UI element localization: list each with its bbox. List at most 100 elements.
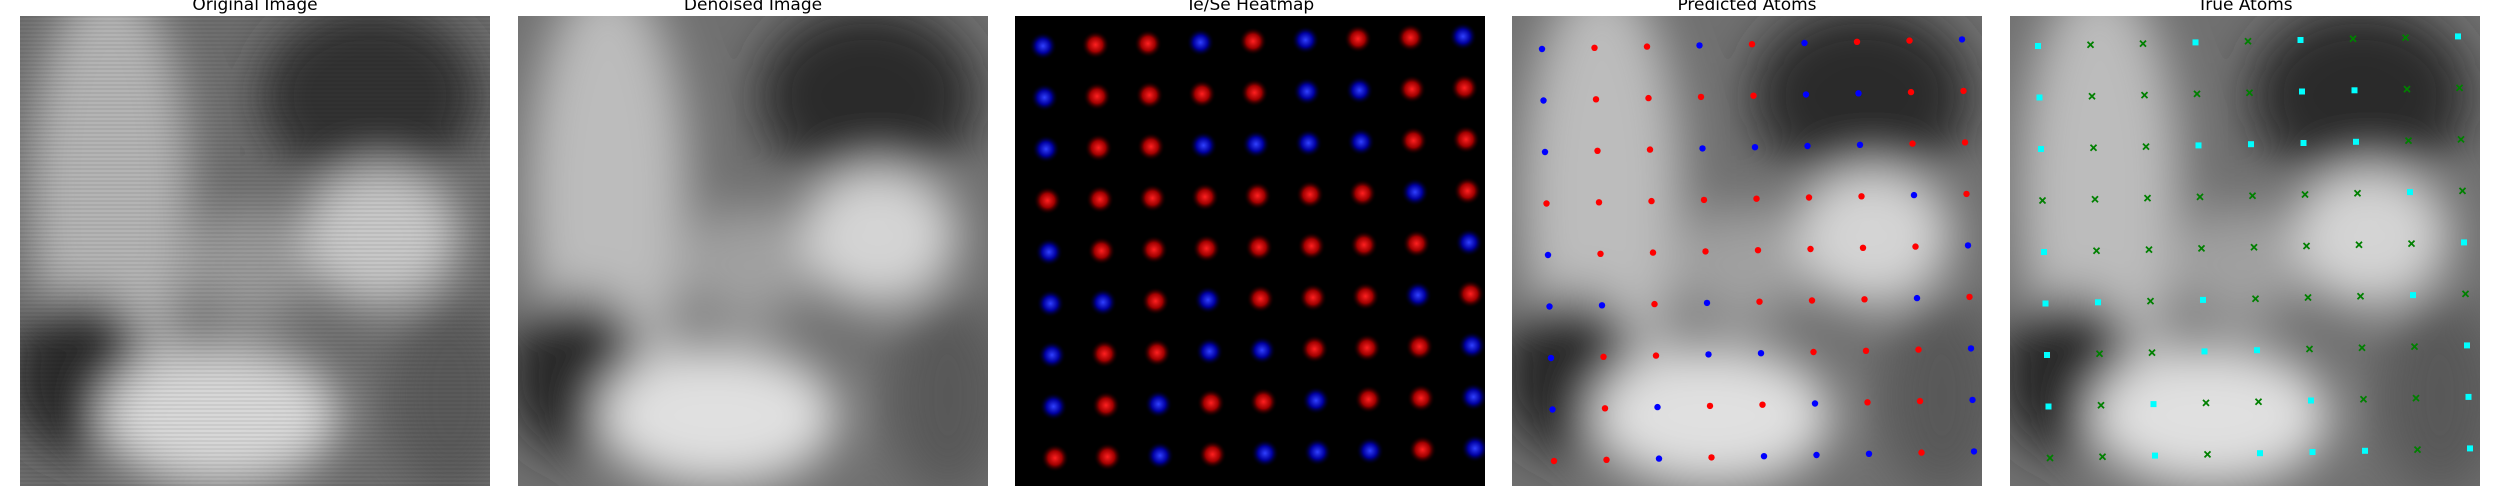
true-te-atom <box>2413 445 2422 454</box>
se-heatmap-blob <box>1194 285 1222 314</box>
predicted-se-atom <box>1538 45 1546 53</box>
true-se-atom <box>2257 450 2263 457</box>
se-heatmap-blob <box>1038 341 1066 369</box>
predicted-se-atom <box>1910 191 1918 199</box>
te-heatmap-blob <box>1249 387 1278 416</box>
true-se-atom <box>2353 138 2359 145</box>
se-heatmap-blob <box>1294 129 1323 157</box>
se-heatmap-blob <box>1291 26 1320 54</box>
true-te-atom <box>2092 247 2101 255</box>
true-te-atom <box>2146 297 2155 305</box>
true-te-atom <box>2089 144 2098 152</box>
se-heatmap-blob <box>1356 436 1384 465</box>
true-se-atom <box>2200 296 2206 303</box>
se-heatmap-blob <box>1458 331 1485 360</box>
predicted-te-atom <box>1918 449 1925 456</box>
predicted-se-atom <box>1751 144 1759 151</box>
se-heatmap-blob <box>1293 77 1321 106</box>
true-te-atom <box>2356 292 2365 300</box>
true-se-atom <box>2309 449 2316 455</box>
true-te-atom <box>2148 348 2156 357</box>
te-heatmap-blob <box>1297 232 1326 260</box>
predicted-se-atom <box>1804 142 1811 150</box>
predicted-te-atom <box>1805 194 1813 201</box>
se-heatmap-blob <box>1302 386 1330 415</box>
true-se-atom <box>2467 445 2473 452</box>
true-te-atom <box>2407 239 2416 248</box>
true-se-atom <box>2038 146 2044 152</box>
predicted-te-atom <box>1756 298 1763 305</box>
true-te-atom <box>2142 142 2150 151</box>
predicted-te-atom <box>1960 87 1967 95</box>
se-heatmap-blob <box>1144 390 1173 419</box>
true-te-atom <box>2404 136 2413 145</box>
te-heatmap-blob <box>1245 233 1273 262</box>
original-image <box>20 16 490 486</box>
true-te-atom <box>2353 189 2362 197</box>
predicted-se-atom <box>1811 400 1819 407</box>
predicted-se-atom <box>1699 145 1706 152</box>
true-te-atom <box>2197 244 2206 253</box>
predicted-se-atom <box>1598 302 1606 309</box>
panel-title: True Atoms <box>2197 0 2293 15</box>
se-heatmap-blob <box>1449 22 1477 51</box>
true-te-atom <box>2196 193 2204 201</box>
te-heatmap-blob <box>1407 384 1435 413</box>
te-heatmap-blob <box>1348 179 1377 208</box>
predicted-se-atom <box>1757 350 1765 357</box>
predicted-se-atom <box>1549 406 1556 413</box>
predicted-te-atom <box>1700 196 1708 204</box>
true-se-atom <box>2308 397 2314 404</box>
se-heatmap-blob <box>1189 131 1218 160</box>
original-image-panel: Original Image <box>20 0 490 486</box>
te-heatmap-blob <box>1399 126 1428 155</box>
se-heatmap-blob <box>1345 76 1374 105</box>
predicted-se-atom <box>1760 453 1768 460</box>
predicted-se-atom <box>1969 396 1976 404</box>
predicted-se-atom <box>1540 97 1547 104</box>
predicted-te-atom <box>1915 346 1922 353</box>
te-heatmap-blob <box>1141 287 1170 316</box>
te-heatmap-blob <box>1084 133 1113 162</box>
true-te-atom <box>2358 344 2366 352</box>
true-te-atom <box>2086 41 2095 49</box>
te-heatmap-blob <box>1402 229 1431 258</box>
true-te-atom <box>2302 242 2311 250</box>
true-te-atom <box>2245 89 2254 97</box>
te-heatmap-blob <box>1353 333 1381 362</box>
se-heatmap-blob <box>1195 337 1224 366</box>
true-se-atom <box>2410 292 2416 299</box>
true-te-atom <box>2410 342 2419 351</box>
predicted-te-atom <box>1912 243 1919 250</box>
te-heatmap-blob <box>1453 176 1482 205</box>
predicted-atoms <box>1512 16 1982 486</box>
true-te-atom <box>2193 90 2201 98</box>
se-heatmap-blob <box>1347 127 1375 156</box>
te-heatmap-blob <box>1354 385 1383 414</box>
predicted-atoms-panel: Predicted Atoms <box>1512 0 1982 486</box>
te-heatmap-blob <box>1396 23 1425 52</box>
te-heatmap-blob <box>1198 440 1227 469</box>
true-te-atom <box>2250 243 2258 251</box>
predicted-te-atom <box>1963 190 1970 198</box>
true-te-atom <box>2412 394 2420 402</box>
true-te-atom <box>2143 194 2152 202</box>
te-heatmap-blob <box>1398 75 1426 104</box>
predicted-te-atom <box>1595 199 1603 206</box>
se-heatmap-blob <box>1036 289 1065 318</box>
true-te-atom <box>2251 295 2260 303</box>
true-te-atom <box>2401 33 2410 42</box>
predicted-se-atom <box>1544 251 1552 259</box>
predicted-se-atom <box>1856 141 1864 148</box>
true-atoms <box>2010 16 2480 486</box>
true-se-atom <box>2300 140 2307 146</box>
predicted-te-atom <box>1916 397 1924 405</box>
denoised-image-panel: Denoised Image <box>518 0 988 486</box>
te-heatmap-blob <box>1350 230 1378 259</box>
true-se-atom <box>2041 249 2047 255</box>
predicted-te-atom <box>1592 96 1600 103</box>
predicted-te-atom <box>1600 353 1607 360</box>
predicted-te-atom <box>1750 92 1757 99</box>
predicted-te-atom <box>1643 43 1651 50</box>
se-heatmap-blob <box>1459 382 1485 411</box>
